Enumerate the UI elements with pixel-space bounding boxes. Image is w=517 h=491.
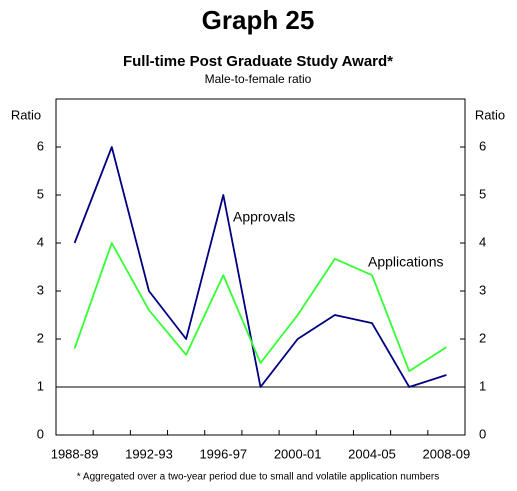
x-tick-label: 1992-93	[125, 446, 173, 461]
y-tick-label: 5	[37, 186, 44, 201]
y-tick-label: 6	[37, 138, 44, 153]
y-tick-label: 2	[37, 330, 44, 345]
chart-subtitle: Full-time Post Graduate Study Award*	[123, 53, 393, 70]
series-label: Applications	[368, 254, 444, 270]
y2-axis-label: Ratio	[475, 107, 505, 122]
y-tick-label: 1	[37, 378, 44, 393]
x-tick-label: 2008-09	[423, 446, 471, 461]
chart-note: Male-to-female ratio	[205, 72, 312, 86]
y-tick-label: 0	[37, 426, 44, 441]
y2-tick-label: 6	[479, 138, 486, 153]
y-axis-label: Ratio	[11, 107, 41, 122]
series-line	[73, 146, 447, 388]
y2-tick-label: 1	[479, 378, 486, 393]
series-line	[73, 242, 447, 373]
footnote: * Aggregated over a two-year period due …	[77, 472, 439, 483]
plot-frame	[55, 98, 466, 436]
x-tick-label: 1988-89	[51, 446, 99, 461]
y2-tick-label: 2	[479, 330, 486, 345]
x-tick-label: 2000-01	[274, 446, 322, 461]
y2-tick-label: 0	[479, 426, 486, 441]
y-tick-label: 3	[37, 282, 44, 297]
y2-tick-label: 4	[479, 234, 486, 249]
y-tick-label: 4	[37, 234, 44, 249]
x-tick-label: 2004-05	[348, 446, 396, 461]
y2-tick-label: 5	[479, 186, 486, 201]
series-label: Approvals	[233, 209, 295, 225]
y2-tick-label: 3	[479, 282, 486, 297]
x-tick-label: 1996-97	[199, 446, 247, 461]
chart-title: Graph 25	[202, 5, 315, 35]
